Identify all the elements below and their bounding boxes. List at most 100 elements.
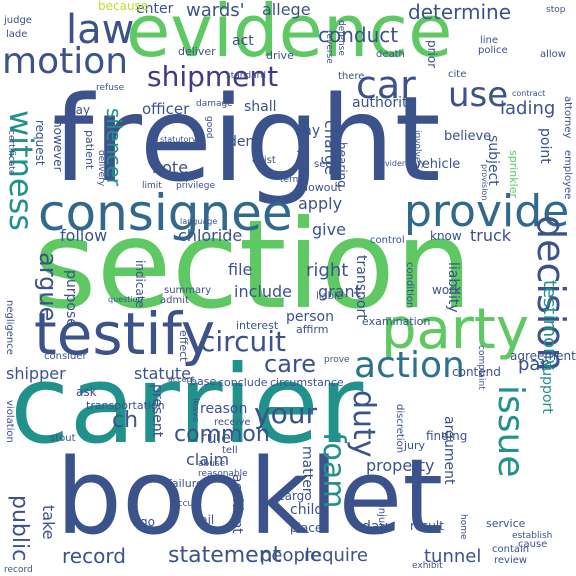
word: include <box>234 282 292 301</box>
word: death <box>376 49 405 60</box>
word: failure <box>168 477 203 490</box>
word: drive <box>266 49 294 62</box>
word: grant <box>318 282 361 301</box>
word: cargo <box>278 489 312 503</box>
word: consignee <box>38 184 293 242</box>
word: shall <box>244 99 277 115</box>
word: transportation <box>86 399 165 412</box>
word: argue <box>34 252 62 322</box>
word: lade <box>6 29 28 40</box>
word: patient <box>83 130 96 170</box>
word: agreement <box>510 349 576 363</box>
word: file <box>228 260 253 279</box>
word: home <box>458 514 468 540</box>
word: examination <box>362 315 431 328</box>
word: violation <box>4 400 15 443</box>
word: testimony <box>539 280 560 371</box>
word: believe <box>444 129 492 144</box>
word: occur <box>172 499 197 509</box>
word: provide <box>404 186 570 237</box>
word: liable <box>316 291 343 302</box>
word: prove <box>324 355 350 365</box>
word: lading <box>500 98 556 119</box>
word: wards' <box>186 0 245 21</box>
word: service <box>486 517 526 530</box>
word: accident <box>229 474 245 534</box>
word: blowout <box>298 181 342 194</box>
word: care <box>264 350 317 378</box>
word: silencer <box>102 108 126 187</box>
word: result <box>410 519 444 533</box>
word: leave <box>190 398 200 423</box>
word: tunnel <box>424 546 482 567</box>
word: person <box>286 309 334 325</box>
word: use <box>448 75 509 115</box>
word: pay <box>68 103 91 117</box>
word: conclude <box>218 376 268 389</box>
word: conduct <box>318 23 399 47</box>
word: purpose <box>63 270 79 327</box>
word: question <box>108 295 143 304</box>
word: delivery <box>96 150 106 187</box>
word: there <box>338 71 365 82</box>
word: jury <box>404 439 426 452</box>
word: subject <box>485 135 501 186</box>
word: statute <box>134 364 191 383</box>
word: exhibit <box>412 561 443 571</box>
word: ch <box>112 408 139 433</box>
word: standard <box>226 71 266 81</box>
word: evidentiary <box>380 159 426 168</box>
word: review <box>494 555 528 566</box>
word: cause <box>518 539 548 550</box>
word: vehicle <box>414 157 461 172</box>
word: tell <box>222 445 238 456</box>
word: control <box>370 235 405 246</box>
word: complaint <box>476 345 486 390</box>
word: consider <box>44 351 87 362</box>
word: motion <box>2 41 129 82</box>
word: certificate <box>6 130 16 176</box>
word: employee <box>562 150 573 200</box>
word: negligence <box>4 300 15 355</box>
word: freight <box>52 70 441 208</box>
word: statement <box>168 543 282 568</box>
word: go <box>140 515 155 529</box>
word: witness <box>2 110 40 231</box>
word: however <box>51 120 65 172</box>
word: know <box>430 229 462 243</box>
word: judge <box>4 15 32 26</box>
word: foam <box>316 432 351 509</box>
word: preparer <box>296 150 307 194</box>
word: condition <box>404 262 415 309</box>
word: involve <box>412 130 422 163</box>
word: circumstance <box>270 376 344 389</box>
word: claim <box>186 450 230 469</box>
word: line <box>480 35 499 46</box>
word: say <box>296 123 321 139</box>
word: finding <box>426 429 468 443</box>
word: issue <box>490 385 531 478</box>
word: discretion <box>394 404 405 454</box>
word: stout <box>50 433 76 444</box>
word: reasonable <box>198 469 248 479</box>
word: ask <box>76 385 97 399</box>
word: officer <box>142 100 190 118</box>
word: allege <box>262 0 311 19</box>
word: because <box>98 0 149 13</box>
word: decision <box>529 215 573 372</box>
word: deliver <box>178 45 216 58</box>
word: reason <box>200 401 248 417</box>
word: liability <box>445 262 461 313</box>
word: follow <box>60 226 108 245</box>
word: argument <box>441 416 457 485</box>
word: hearing <box>335 142 349 188</box>
word: seek <box>314 159 338 170</box>
word: right <box>306 260 349 281</box>
word: point <box>537 128 553 164</box>
word: contend <box>452 365 501 379</box>
word: good <box>204 116 214 139</box>
word: stop <box>546 5 566 15</box>
word: record <box>62 544 126 568</box>
word: indicate <box>133 260 147 308</box>
